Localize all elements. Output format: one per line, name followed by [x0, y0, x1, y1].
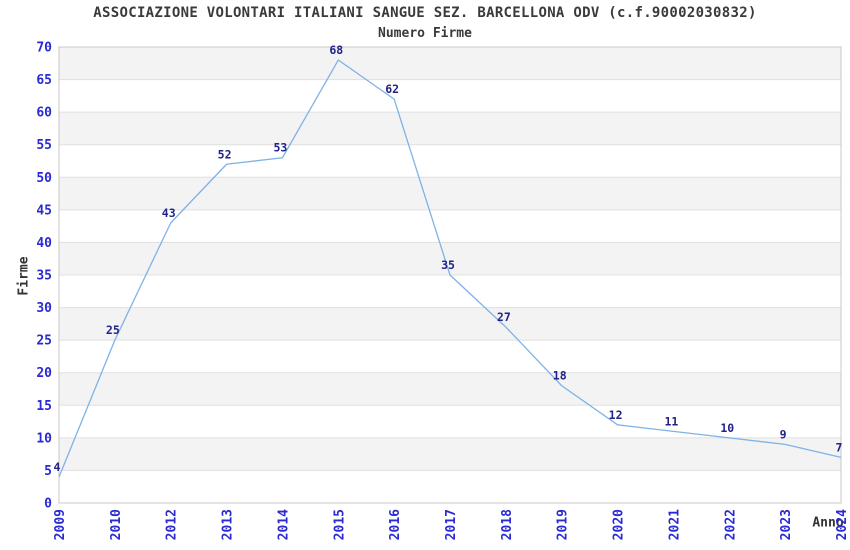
y-tick-label: 60: [36, 106, 52, 121]
x-tick-label: 2013: [221, 509, 236, 540]
plot-band: [59, 437, 841, 471]
x-tick-label: 2017: [444, 509, 459, 540]
y-tick-label: 55: [36, 138, 52, 153]
x-tick-label: 2009: [53, 509, 68, 540]
data-point-label: 4: [54, 460, 61, 474]
y-tick-label: 15: [36, 399, 52, 414]
x-tick-label: 2018: [500, 509, 515, 540]
y-tick-label: 20: [36, 366, 52, 381]
data-point-label: 9: [780, 427, 787, 441]
data-point-label: 52: [218, 147, 232, 161]
plot-band: [59, 112, 841, 145]
x-tick-label: 2010: [109, 509, 124, 540]
data-point-label: 7: [836, 440, 843, 454]
y-tick-label: 40: [36, 236, 52, 251]
y-tick-label: 10: [36, 431, 52, 446]
y-tick-label: 25: [36, 334, 52, 349]
y-tick-label: 35: [36, 269, 52, 284]
data-point-label: 18: [553, 369, 567, 383]
plot-band: [59, 307, 841, 341]
x-tick-label: 2022: [723, 509, 738, 540]
y-tick-label: 0: [44, 497, 52, 512]
data-point-label: 53: [273, 141, 287, 155]
data-point-label: 10: [720, 421, 734, 435]
y-tick-label: 45: [36, 203, 52, 218]
series-line: [58, 59, 842, 478]
data-point-label: 25: [106, 323, 120, 337]
data-point-label: 68: [329, 43, 343, 57]
chart-subtitle: Numero Firme: [378, 26, 472, 41]
plot-border: [58, 46, 842, 504]
y-tick-label: 30: [36, 301, 52, 316]
y-tick-label: 50: [36, 171, 52, 186]
x-tick-label: 2012: [165, 509, 180, 540]
plot-band: [59, 242, 841, 275]
plot-band: [59, 47, 841, 80]
data-point-label: 35: [441, 258, 455, 272]
x-axis-title: Anno: [812, 515, 844, 531]
x-tick-label: 2016: [388, 509, 403, 540]
x-tick-label: 2021: [667, 509, 682, 540]
data-point-label: 12: [609, 408, 623, 422]
plot-band: [59, 372, 841, 406]
x-tick-label: 2014: [276, 509, 291, 540]
x-tick-label: 2024: [835, 509, 850, 540]
x-tick-label: 2019: [556, 509, 571, 540]
x-tick-label: 2023: [779, 509, 794, 540]
y-tick-label: 65: [36, 73, 52, 88]
data-point-label: 62: [385, 82, 399, 96]
data-point-label: 27: [497, 310, 511, 324]
chart-title: ASSOCIAZIONE VOLONTARI ITALIANI SANGUE S…: [93, 5, 757, 21]
y-tick-label: 70: [36, 41, 52, 56]
data-point-label: 43: [162, 206, 176, 220]
y-tick-label: 5: [44, 464, 52, 479]
plot-band: [59, 177, 841, 210]
x-tick-label: 2020: [612, 509, 627, 540]
data-point-label: 11: [664, 414, 678, 428]
x-tick-label: 2015: [332, 509, 347, 540]
